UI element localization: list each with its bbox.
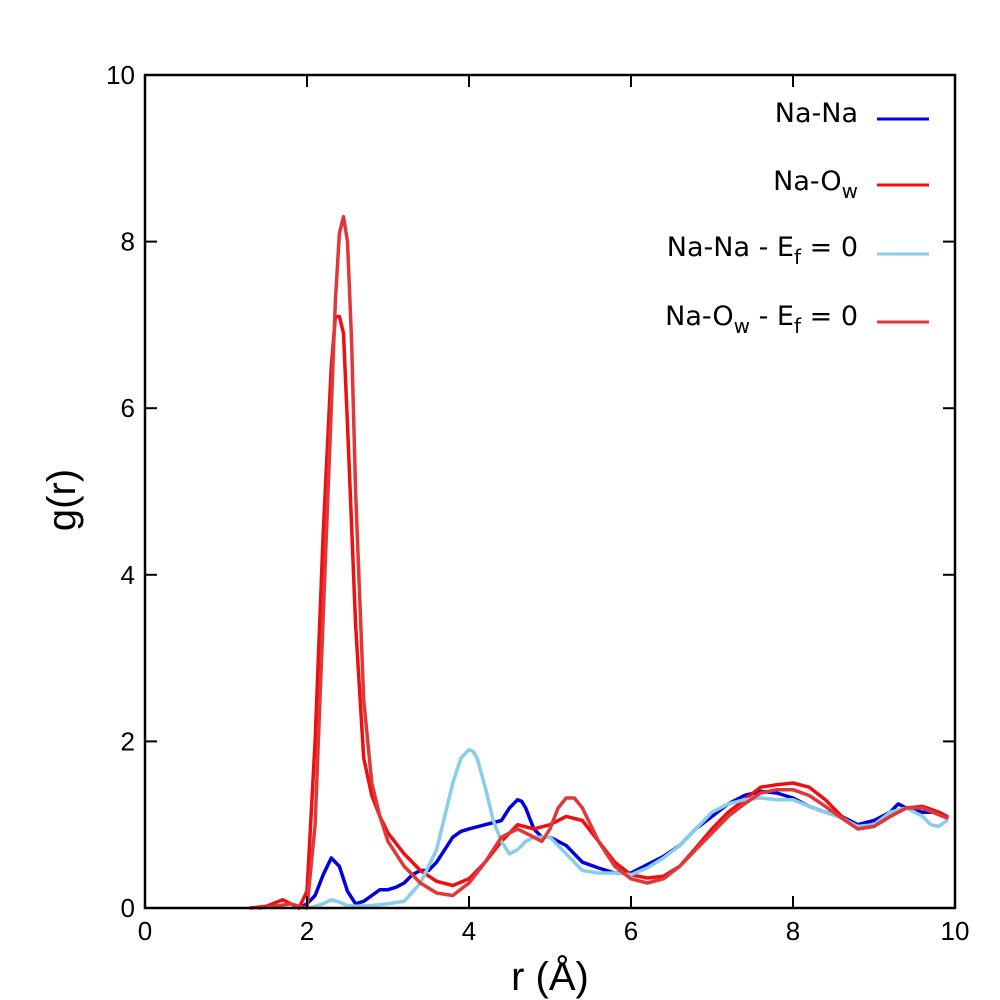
legend: Na-Na Na-Ow Na-Na - Ef = 0 Na-Ow - Ef = … — [665, 98, 929, 338]
series-line-naow0 — [256, 214, 949, 910]
y-tick-label: 8 — [121, 227, 135, 257]
x-tick-label: 6 — [624, 916, 638, 946]
plot-frame — [143, 73, 957, 910]
series-line-nana — [297, 789, 949, 910]
series-line-nana0 — [305, 747, 949, 910]
x-tick-label: 4 — [462, 916, 476, 946]
legend-label-naow-ef0: Na-Ow - Ef = 0 — [665, 301, 858, 338]
y-tick-label: 10 — [106, 60, 135, 90]
x-tick-label: 8 — [786, 916, 800, 946]
series-lines — [248, 214, 949, 910]
x-axis-label: r (Å) — [511, 954, 589, 999]
y-tick-label: 6 — [121, 393, 135, 423]
y-tick-label: 4 — [121, 560, 135, 590]
x-tick-label: 0 — [138, 916, 152, 946]
y-axis-label: g(r) — [40, 469, 84, 531]
legend-label-naow: Na-Ow — [773, 166, 858, 203]
y-tick-label: 2 — [121, 726, 135, 756]
x-tick-label: 2 — [300, 916, 314, 946]
x-tick-label: 10 — [941, 916, 970, 946]
legend-label-nana-ef0: Na-Na - Ef = 0 — [667, 232, 858, 269]
axis-ticks: 0 2 4 6 8 10 0 2 4 6 8 10 — [106, 60, 969, 946]
legend-label-nana: Na-Na — [775, 98, 858, 129]
y-tick-label: 0 — [121, 893, 135, 923]
